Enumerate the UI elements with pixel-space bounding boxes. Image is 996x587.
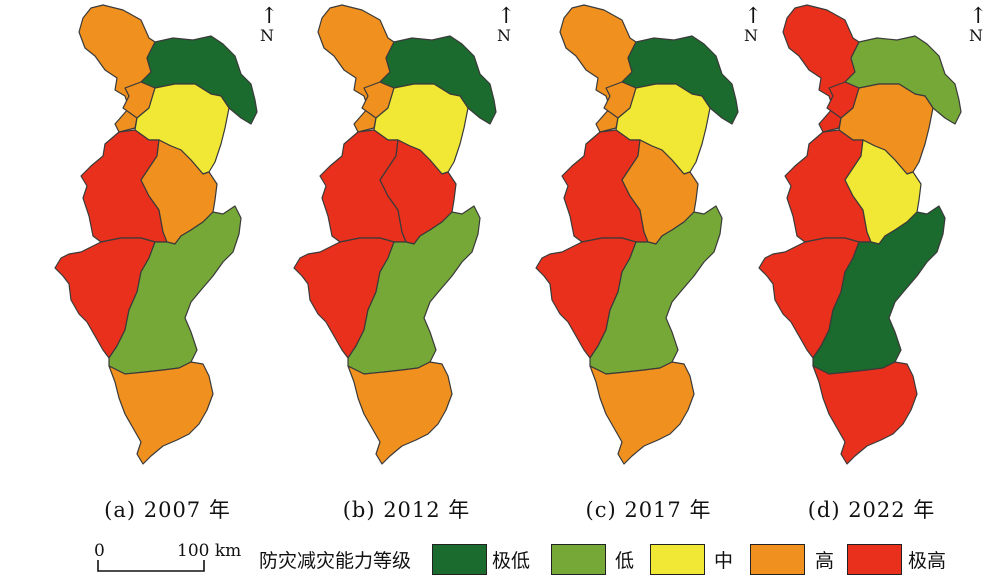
legend-label-low: 低 bbox=[615, 550, 635, 572]
north-label: N bbox=[260, 26, 274, 45]
region-r9 bbox=[347, 361, 453, 465]
region-r8 bbox=[589, 205, 723, 375]
north-arrow-icon: ↑ bbox=[497, 4, 516, 29]
legend-swatch-very-low bbox=[432, 544, 487, 575]
map-2017 bbox=[535, 4, 739, 465]
north-label: N bbox=[497, 26, 511, 45]
legend-label-high: 高 bbox=[815, 550, 835, 572]
scale-bar-line bbox=[97, 560, 205, 572]
north-label: N bbox=[744, 26, 758, 45]
legend-swatch-very-high bbox=[847, 544, 902, 575]
map-panel-2007: ↑N (a) 2007 年 bbox=[45, 0, 290, 522]
legend-swatch-low bbox=[551, 544, 606, 575]
north-arrow-icon: ↑ bbox=[744, 4, 763, 29]
north-arrow: ↑N bbox=[744, 6, 771, 44]
region-r8 bbox=[108, 205, 242, 375]
legend-label-medium: 中 bbox=[714, 550, 734, 572]
legend-swatch-medium bbox=[650, 544, 705, 575]
north-arrow-icon: ↑ bbox=[969, 4, 988, 29]
north-arrow: ↑N bbox=[497, 6, 529, 44]
north-arrow-icon: ↑ bbox=[260, 4, 279, 29]
region-r8 bbox=[812, 205, 946, 375]
map-panel-2017: ↑N (c) 2017 年 bbox=[526, 0, 771, 522]
panel-caption: (c) 2017 年 bbox=[585, 498, 712, 522]
region-r8 bbox=[347, 205, 481, 375]
region-r9 bbox=[812, 361, 918, 465]
legend-label-very-low: 极低 bbox=[492, 550, 531, 572]
region-r9 bbox=[108, 361, 214, 465]
legend-swatch-high bbox=[750, 544, 805, 575]
panel-caption: (a) 2007 年 bbox=[104, 498, 231, 522]
north-arrow: ↑N bbox=[969, 6, 994, 44]
north-arrow: ↑N bbox=[260, 6, 290, 44]
map-2022 bbox=[758, 4, 962, 465]
panel-caption: (d) 2022 年 bbox=[807, 498, 936, 522]
legend-title: 防灾减灾能力等级 bbox=[259, 550, 412, 572]
map-2007 bbox=[54, 4, 258, 465]
map-panel-2012: ↑N (b) 2012 年 bbox=[284, 0, 529, 522]
legend-label-very-high: 极高 bbox=[908, 550, 947, 572]
north-label: N bbox=[969, 26, 983, 45]
map-2012 bbox=[293, 4, 497, 465]
scale-zero-label: 0 bbox=[94, 541, 105, 561]
map-panel-2022: ↑N (d) 2022 年 bbox=[749, 0, 994, 522]
scale-max-label: 100 km bbox=[177, 541, 242, 561]
panel-caption: (b) 2012 年 bbox=[342, 498, 471, 522]
region-r9 bbox=[589, 361, 695, 465]
